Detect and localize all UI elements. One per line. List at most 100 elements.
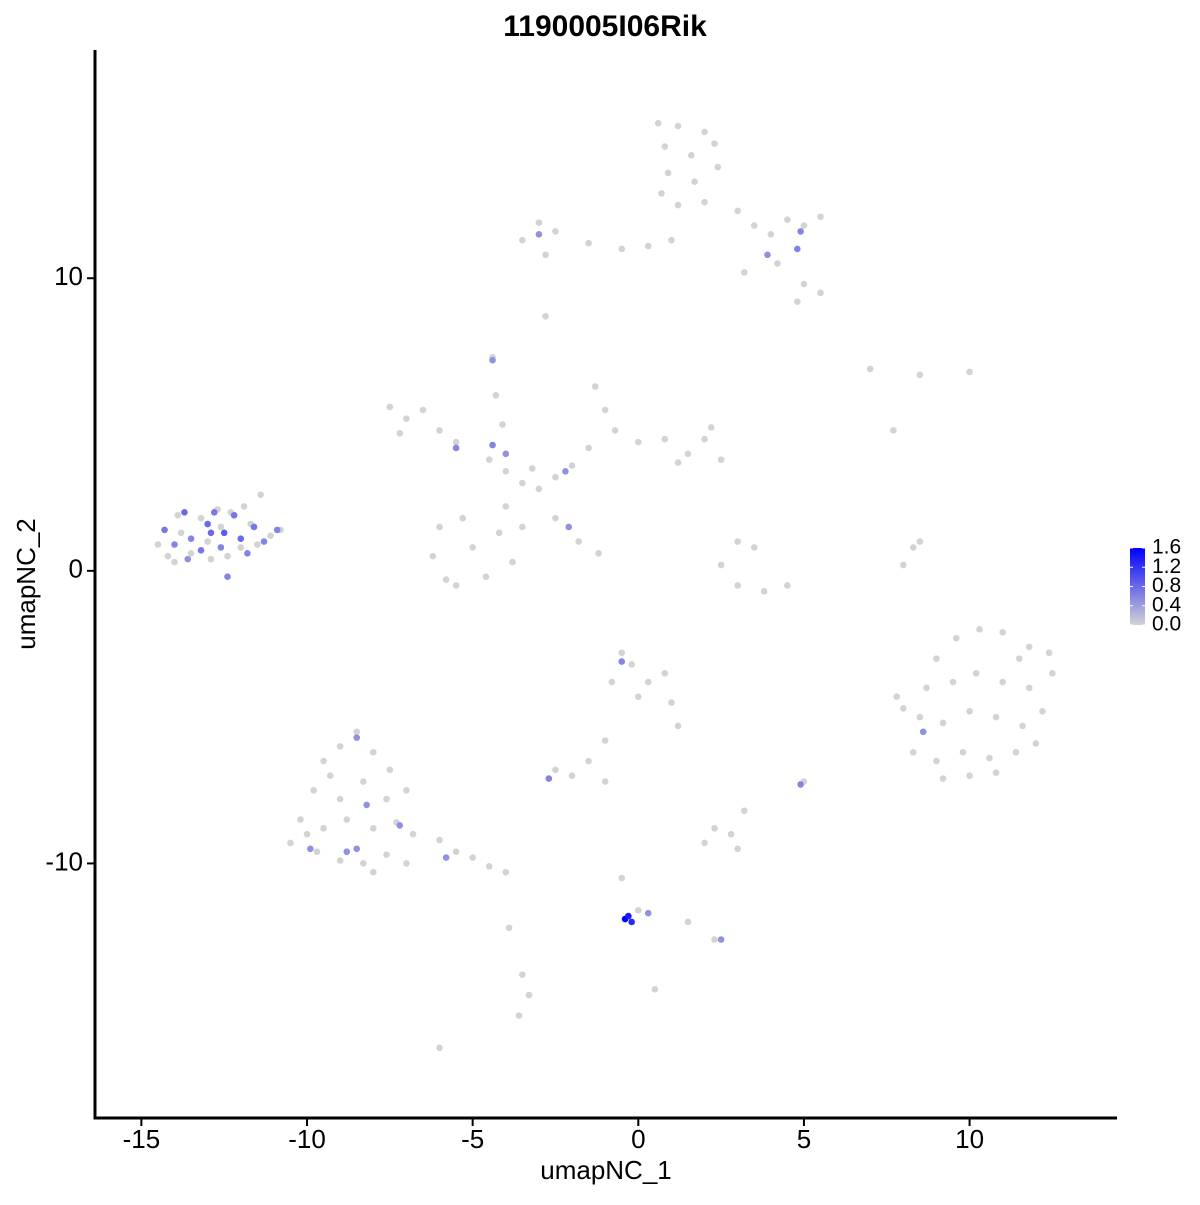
point <box>386 766 394 774</box>
point <box>890 427 897 434</box>
point <box>197 514 205 522</box>
point <box>1049 669 1056 677</box>
point <box>552 473 559 481</box>
point <box>485 456 493 463</box>
point <box>396 430 404 437</box>
point <box>174 511 182 519</box>
point <box>701 128 708 136</box>
point <box>701 839 708 847</box>
point <box>764 251 771 259</box>
point <box>469 854 476 861</box>
point <box>674 201 682 209</box>
color-bar-label: 0.0 <box>1152 613 1181 636</box>
point <box>217 523 225 531</box>
point <box>734 538 741 545</box>
point <box>966 368 973 376</box>
point <box>601 406 609 414</box>
point <box>717 936 725 943</box>
point <box>595 549 602 557</box>
point <box>360 778 367 785</box>
y-tick-label: 10 <box>54 261 83 291</box>
x-tick-label: -10 <box>288 1124 326 1154</box>
point <box>611 427 619 434</box>
point <box>535 219 543 226</box>
point <box>909 748 917 756</box>
point <box>1025 643 1033 651</box>
point <box>741 807 748 815</box>
point <box>353 734 361 741</box>
point <box>207 555 215 563</box>
point <box>575 538 582 545</box>
point <box>528 465 536 472</box>
color-bar-label: 0.8 <box>1152 574 1181 597</box>
point <box>794 245 801 253</box>
point <box>711 936 718 943</box>
point <box>674 459 682 466</box>
point <box>171 558 178 566</box>
point <box>760 588 768 595</box>
point <box>916 538 924 545</box>
point <box>260 538 268 545</box>
y-axis-label: umapNC_2 <box>11 518 41 650</box>
point <box>164 552 172 560</box>
point <box>784 216 791 224</box>
point <box>240 503 248 510</box>
point <box>197 547 205 554</box>
point <box>436 427 443 434</box>
point <box>734 845 741 853</box>
point <box>230 511 238 519</box>
point <box>515 1012 523 1019</box>
point <box>651 985 659 993</box>
point <box>658 190 665 197</box>
x-tick-label: -5 <box>461 1124 484 1154</box>
point <box>210 509 218 516</box>
point <box>492 391 500 399</box>
point <box>817 213 824 221</box>
color-bar-label: 0.4 <box>1152 593 1182 616</box>
point <box>933 655 940 662</box>
x-tick-label: 0 <box>631 1124 645 1154</box>
point <box>442 854 450 861</box>
point <box>502 468 510 475</box>
point <box>519 236 526 244</box>
point <box>204 520 211 528</box>
point <box>999 678 1007 686</box>
point <box>452 438 460 446</box>
point <box>495 529 503 537</box>
point <box>562 468 569 475</box>
point <box>565 523 573 531</box>
point <box>171 541 178 548</box>
point <box>436 1044 443 1052</box>
point <box>734 582 741 589</box>
point <box>1012 748 1020 756</box>
point <box>403 860 410 867</box>
point <box>552 514 559 522</box>
x-tick-label: 10 <box>955 1124 984 1154</box>
point <box>628 661 635 668</box>
point <box>774 260 781 267</box>
point <box>797 781 804 788</box>
point <box>992 713 1000 721</box>
color-bar-label: 1.6 <box>1152 536 1181 559</box>
point <box>429 552 437 560</box>
point <box>161 526 168 534</box>
point <box>535 231 543 238</box>
point <box>634 693 642 700</box>
point <box>383 851 390 858</box>
point <box>668 236 675 244</box>
point <box>369 825 377 832</box>
x-tick-label: 5 <box>797 1124 811 1154</box>
point <box>986 754 993 762</box>
y-tick-label: 0 <box>69 554 83 584</box>
point <box>409 830 417 838</box>
point <box>326 772 334 779</box>
point <box>684 450 692 458</box>
point <box>608 678 616 686</box>
point <box>939 719 947 727</box>
point <box>939 775 947 782</box>
point <box>369 868 377 876</box>
point <box>273 526 281 534</box>
point <box>552 228 559 235</box>
point <box>310 786 317 794</box>
